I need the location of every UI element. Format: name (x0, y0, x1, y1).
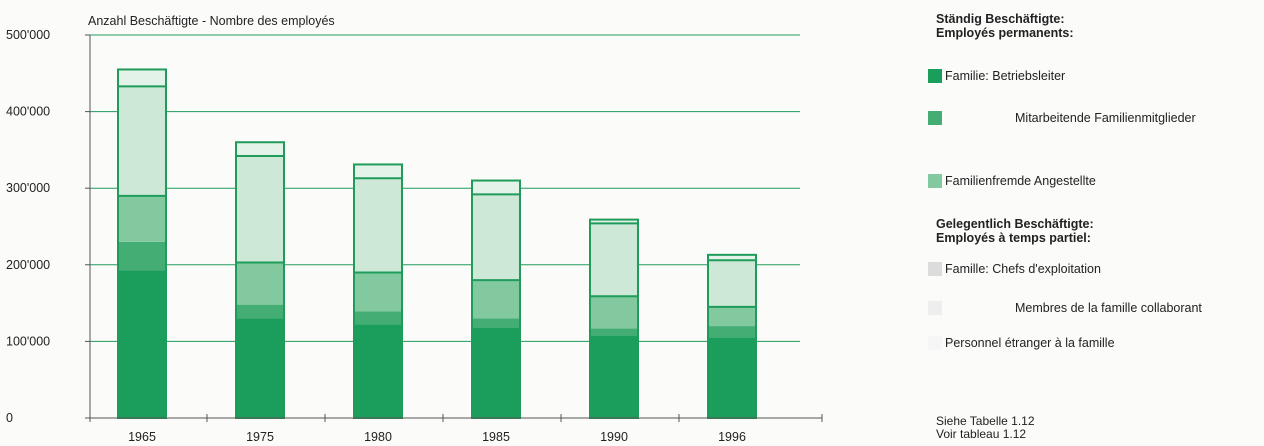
bar-segment (236, 156, 284, 263)
bar-segment (708, 306, 756, 327)
stacked-bar-chart: Anzahl Beschäftigte - Nombre des employé… (6, 14, 823, 444)
bar-segment (590, 335, 638, 418)
y-tick-label: 300'000 (6, 181, 50, 195)
legend-partial-title-de: Gelegentlich Beschäftigte: (936, 217, 1094, 231)
bar-segment (590, 219, 638, 224)
bar-segment (708, 337, 756, 418)
bar-segment (472, 180, 520, 195)
bar-segment (472, 194, 520, 281)
table-reference-de: Siehe Tabelle 1.12 (936, 414, 1035, 428)
x-tick-label: 1996 (718, 430, 746, 444)
legend-swatch-personnel (928, 335, 942, 350)
table-reference-note: Siehe Tabelle 1.12 Voir tableau 1.12 (936, 415, 1035, 441)
bar-segment (472, 318, 520, 328)
bar-segment (118, 241, 166, 271)
legend-item-chefs: Famille: Chefs d'exploitation (928, 261, 1101, 277)
legend-label-betriebsleiter: Familie: Betriebsleiter (945, 69, 1066, 83)
legend-swatch-betriebsleiter (928, 68, 942, 83)
bar-segment (354, 164, 402, 179)
legend-permanent-title-fr: Employés permanents: (936, 26, 1074, 40)
y-axis-title: Anzahl Beschäftigte - Nombre des employé… (88, 14, 335, 28)
bar-segment (590, 223, 638, 297)
legend-swatch-familienfremde (928, 173, 942, 188)
legend-label-membres: Membres de la famille collaborant (1015, 301, 1202, 315)
legend-item-betriebsleiter: Familie: Betriebsleiter (928, 68, 1065, 84)
legend-swatch-membres (928, 300, 942, 315)
bar-segment (708, 254, 756, 261)
bar-segment (354, 311, 402, 325)
bar-segment (590, 328, 638, 336)
legend-swatch-chefs (928, 261, 942, 276)
bar-segment (590, 296, 638, 329)
legend-permanent-heading: Ständig Beschäftigte: Employés permanent… (936, 12, 1074, 40)
legend-label-familienfremde: Familienfremde Angestellte (945, 174, 1096, 188)
legend-label-chefs: Famille: Chefs d'exploitation (945, 262, 1101, 276)
legend-item-membres (928, 300, 945, 316)
y-tick-label: 200'000 (6, 258, 50, 272)
bar-segment (708, 260, 756, 307)
legend-partial-title-fr: Employés à temps partiel: (936, 231, 1091, 245)
legend-item-personnel: Personnel étranger à la famille (928, 335, 1115, 351)
bar-segment (472, 280, 520, 319)
legend-item-mitarbeitende (928, 110, 945, 126)
y-tick-label: 0 (6, 411, 13, 425)
y-tick-label: 500'000 (6, 28, 50, 42)
bar-segment (472, 327, 520, 418)
x-tick-label: 1980 (364, 430, 392, 444)
legend-swatch-mitarbeitende (928, 110, 942, 125)
bar-segment (708, 326, 756, 338)
x-tick-label: 1985 (482, 430, 510, 444)
legend-label-personnel: Personnel étranger à la famille (945, 336, 1115, 350)
x-tick-label: 1990 (600, 430, 628, 444)
bar-segment (354, 178, 402, 273)
legend: Ständig Beschäftigte: Employés permanent… (928, 0, 1264, 446)
table-reference-fr: Voir tableau 1.12 (936, 427, 1027, 441)
bar-segment (236, 318, 284, 418)
bar-segment (118, 69, 166, 87)
y-tick-label: 400'000 (6, 105, 50, 119)
bar-segment (354, 272, 402, 312)
bar-segment (118, 86, 166, 196)
bar-segment (354, 324, 402, 418)
x-tick-label: 1975 (246, 430, 274, 444)
legend-label-mitarbeitende: Mitarbeitende Familienmitglieder (1015, 111, 1196, 125)
legend-permanent-title-de: Ständig Beschäftigte: (936, 12, 1065, 26)
y-tick-label: 100'000 (6, 334, 50, 348)
bar-segment (118, 195, 166, 242)
bar-segment (236, 142, 284, 157)
legend-partial-heading: Gelegentlich Beschäftigte: Employés à te… (936, 217, 1094, 245)
bar-segment (118, 270, 166, 418)
x-tick-label: 1965 (128, 430, 156, 444)
bar-segment (236, 262, 284, 305)
bar-segment (236, 304, 284, 319)
legend-item-familienfremde: Familienfremde Angestellte (928, 173, 1096, 189)
